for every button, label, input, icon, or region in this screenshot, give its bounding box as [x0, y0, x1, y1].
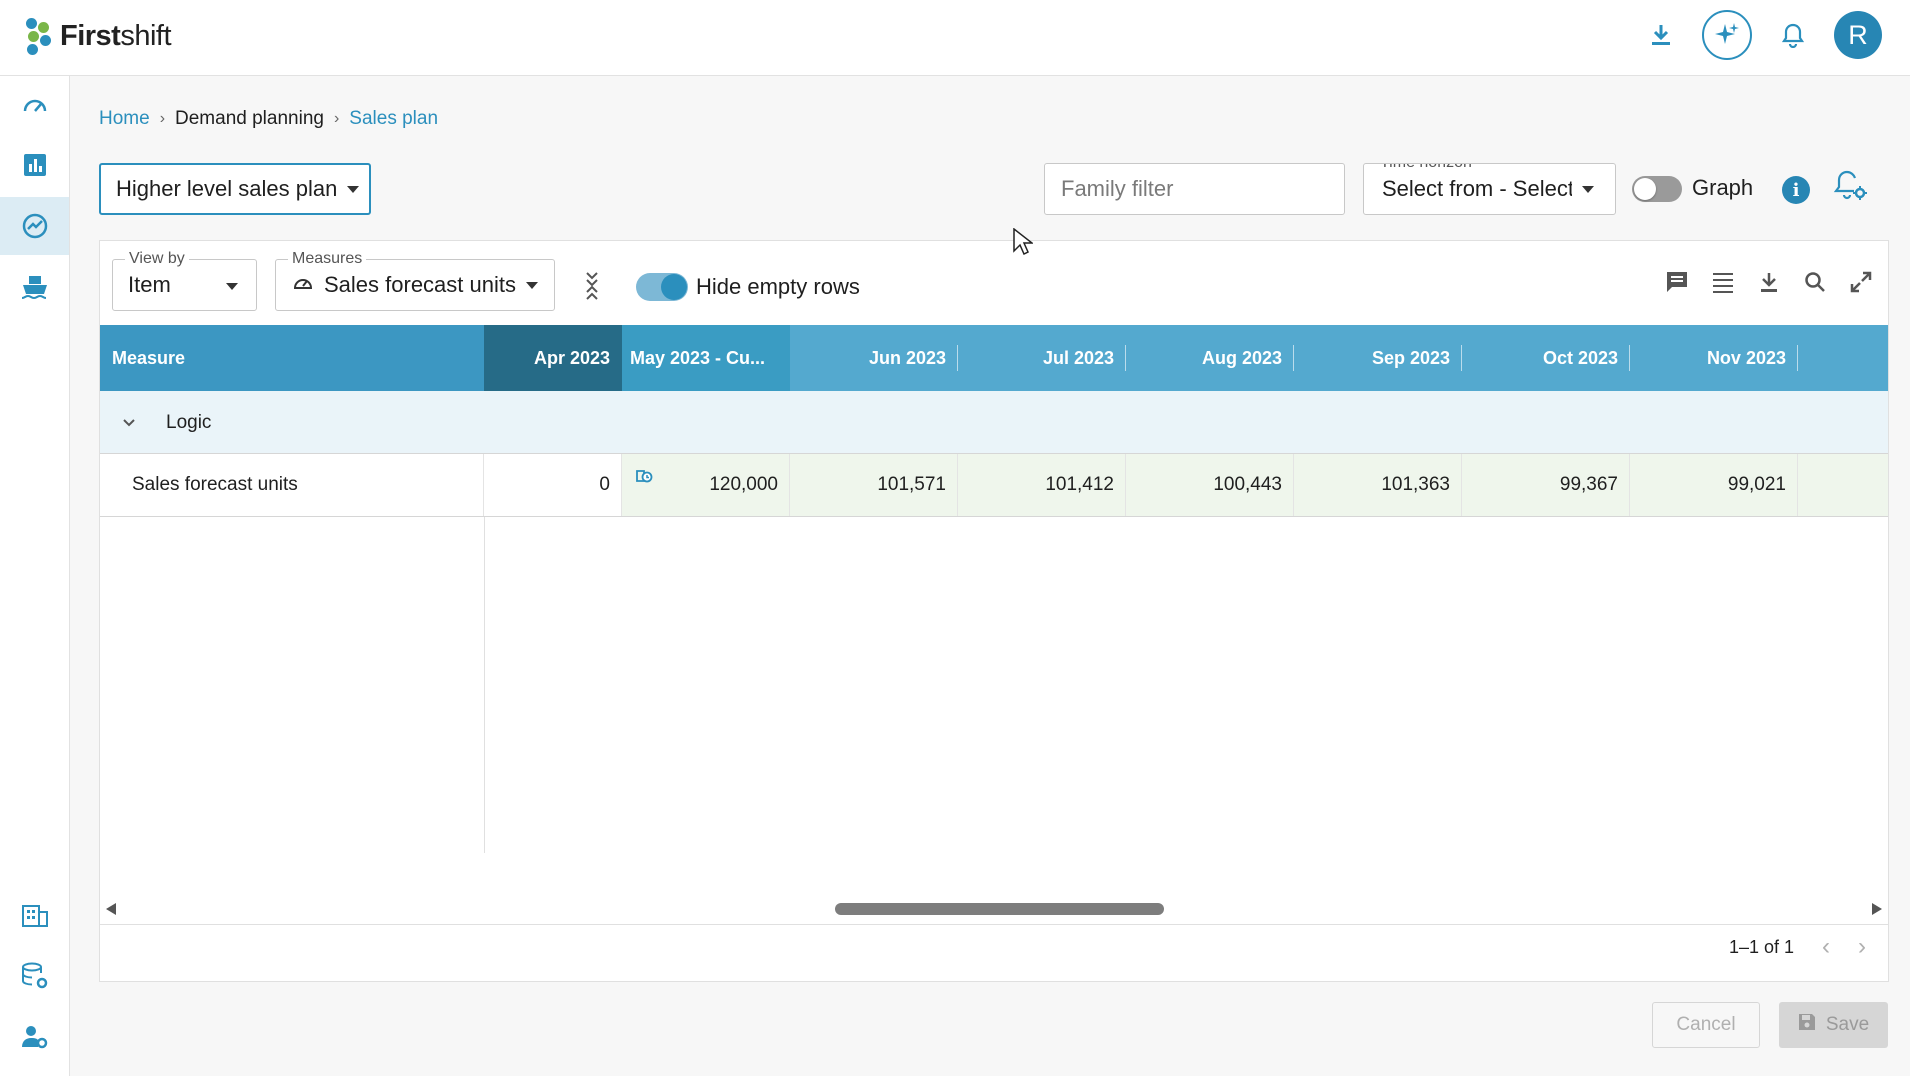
view-by-value: Item: [128, 272, 171, 297]
horizontal-scrollbar[interactable]: [100, 891, 1888, 925]
column-header-measure[interactable]: Measure: [100, 325, 484, 391]
sidebar-user-settings-icon[interactable]: [0, 1008, 69, 1066]
next-page-icon[interactable]: ›: [1858, 933, 1866, 960]
save-label: Save: [1825, 1014, 1870, 1035]
measures-select[interactable]: Measures Sales forecast units: [275, 250, 555, 311]
column-header-sep-2023[interactable]: Sep 2023: [1294, 325, 1462, 391]
sidebar-supply-ship-icon[interactable]: [0, 258, 69, 316]
mouse-cursor-icon: [1013, 227, 1035, 264]
group-row-logic[interactable]: Logic: [100, 391, 1888, 454]
measures-value: Sales forecast units: [324, 272, 516, 297]
sidebar-demand-planning-icon[interactable]: [0, 197, 69, 255]
column-header-apr-2023[interactable]: Apr 2023: [484, 325, 622, 391]
graph-toggle-label: Graph: [1692, 175, 1754, 200]
caret-down-icon: [347, 185, 360, 193]
table-row: Sales forecast units 0 120,000 101,571 1…: [100, 454, 1888, 517]
logo-mark-icon: [24, 16, 54, 56]
column-header-oct-2023[interactable]: Oct 2023: [1462, 325, 1630, 391]
cell-may-2023[interactable]: 120,000: [622, 454, 790, 516]
time-horizon-select[interactable]: Time horizon Select from - Select: [1363, 163, 1616, 215]
chevron-down-icon[interactable]: [122, 413, 136, 435]
history-icon[interactable]: [634, 466, 654, 492]
gauge-icon: [292, 271, 314, 299]
previous-page-icon[interactable]: ‹: [1822, 933, 1830, 960]
breadcrumb-home[interactable]: Home: [99, 108, 150, 129]
logo-text-first: First: [60, 19, 121, 52]
column-divider: [484, 517, 485, 853]
column-header-may-2023[interactable]: May 2023 - Cu...: [622, 325, 790, 391]
family-filter-input[interactable]: [1044, 163, 1345, 215]
cell-sep-2023[interactable]: 101,363: [1294, 454, 1462, 516]
cell-jul-2023[interactable]: 101,412: [958, 454, 1126, 516]
collapse-all-icon[interactable]: [585, 271, 599, 307]
cell-nov-2023[interactable]: 99,021: [1630, 454, 1798, 516]
cell-aug-2023[interactable]: 100,443: [1126, 454, 1294, 516]
pagination-range: 1–1 of 1: [1728, 936, 1794, 957]
row-label-sales-forecast-units: Sales forecast units: [100, 454, 484, 516]
time-horizon-value: Select from - Select: [1382, 176, 1572, 201]
scrollbar-thumb[interactable]: [835, 903, 1164, 915]
pagination: 1–1 of 1 ‹ ›: [1729, 933, 1866, 961]
breadcrumb: Home › Demand planning › Sales plan: [99, 108, 438, 130]
hide-empty-rows-label: Hide empty rows: [696, 274, 860, 299]
breadcrumb-sales-plan[interactable]: Sales plan: [349, 108, 439, 129]
column-header-nov-2023[interactable]: Nov 2023: [1630, 325, 1798, 391]
info-icon[interactable]: i: [1782, 176, 1810, 204]
column-header-aug-2023[interactable]: Aug 2023: [1126, 325, 1294, 391]
export-download-icon[interactable]: [1756, 269, 1782, 295]
cell-dec-2023-partial[interactable]: [1798, 454, 1888, 516]
caret-down-icon: [226, 283, 238, 290]
save-disk-icon: [1798, 1013, 1816, 1037]
cell-apr-2023[interactable]: 0: [484, 454, 622, 516]
notifications-bell-icon[interactable]: [1774, 16, 1812, 54]
breadcrumb-demand-planning[interactable]: Demand planning: [175, 108, 324, 129]
ai-sparkle-icon[interactable]: [1702, 10, 1752, 60]
logo-text-shift: shift: [120, 19, 172, 52]
download-icon[interactable]: [1642, 16, 1680, 54]
sales-plan-panel: View by Item Measures Sales forecast uni…: [99, 240, 1889, 982]
caret-down-icon: [525, 281, 538, 289]
fullscreen-expand-icon[interactable]: [1848, 269, 1874, 295]
sidebar-dashboard-icon[interactable]: [0, 76, 69, 134]
view-by-select[interactable]: View by Item: [112, 250, 257, 311]
plan-type-select[interactable]: Higher level sales plan: [99, 163, 371, 215]
user-avatar[interactable]: R: [1834, 11, 1882, 59]
alert-settings-icon[interactable]: [1833, 168, 1869, 210]
caret-down-icon: [1582, 185, 1594, 193]
hide-empty-rows-toggle[interactable]: [636, 273, 688, 301]
cell-oct-2023[interactable]: 99,367: [1462, 454, 1630, 516]
top-bar: Firstshift R: [0, 0, 1910, 76]
scroll-left-arrow-icon[interactable]: [106, 903, 116, 915]
sidebar-organization-icon[interactable]: [0, 886, 69, 944]
scroll-right-arrow-icon[interactable]: [1872, 903, 1882, 915]
column-header-jul-2023[interactable]: Jul 2023: [958, 325, 1126, 391]
view-by-label: View by: [125, 250, 189, 268]
sidebar: [0, 76, 70, 1076]
firstshift-logo[interactable]: Firstshift: [24, 16, 172, 56]
column-header-jun-2023[interactable]: Jun 2023: [790, 325, 958, 391]
save-button[interactable]: Save: [1779, 1002, 1888, 1048]
sidebar-data-settings-icon[interactable]: [0, 947, 69, 1005]
grid-header: Measure Apr 2023 May 2023 - Cu... Jun 20…: [100, 325, 1888, 391]
comments-icon[interactable]: [1664, 269, 1690, 295]
group-label: Logic: [166, 412, 212, 433]
search-icon[interactable]: [1802, 269, 1828, 295]
cell-jun-2023[interactable]: 101,571: [790, 454, 958, 516]
time-horizon-label: Time horizon: [1376, 164, 1476, 172]
breadcrumb-separator: ›: [159, 110, 166, 127]
density-menu-icon[interactable]: [1710, 269, 1736, 295]
cancel-button[interactable]: Cancel: [1652, 1002, 1760, 1048]
plan-type-value: Higher level sales plan: [116, 176, 338, 201]
measures-label: Measures: [288, 250, 367, 268]
breadcrumb-separator: ›: [333, 110, 340, 127]
sidebar-reports-icon[interactable]: [0, 136, 69, 194]
graph-toggle[interactable]: [1632, 176, 1682, 202]
